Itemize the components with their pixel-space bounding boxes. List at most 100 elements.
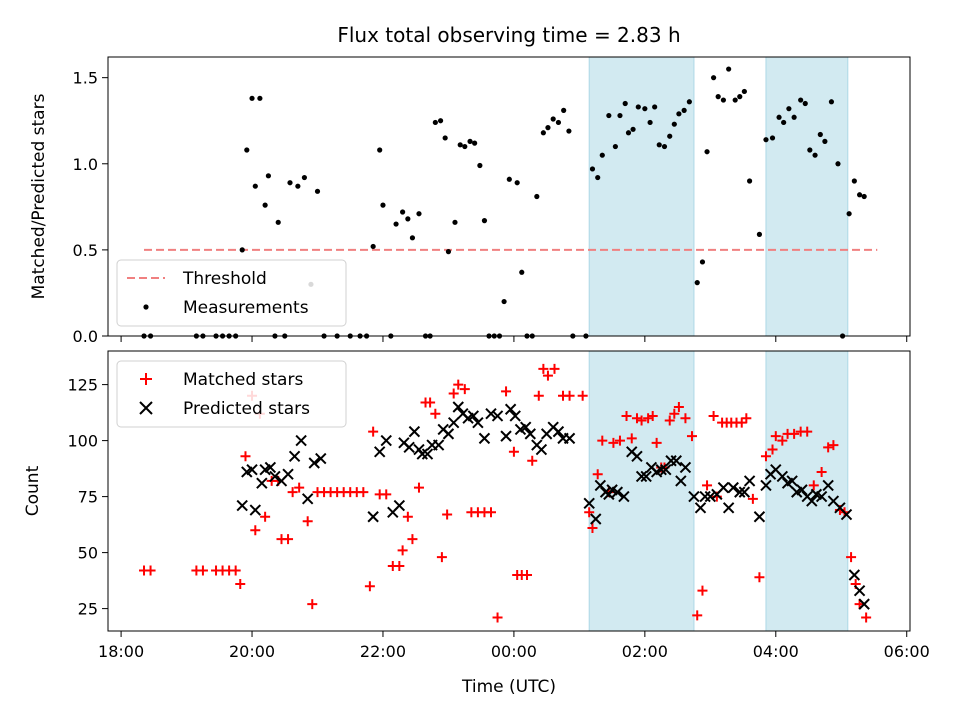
- measurement-point: [595, 174, 601, 181]
- predicted-star-point: [447, 416, 460, 429]
- measurement-point: [763, 137, 769, 143]
- predicted-star-point: [416, 448, 428, 460]
- matched-star-point: [861, 612, 872, 623]
- x-tick-label: 04:00: [753, 642, 799, 661]
- measurement-point: [534, 193, 540, 200]
- measurement-point: [377, 147, 383, 153]
- matched-star-point: [501, 386, 512, 397]
- predicted-star-point: [478, 432, 491, 445]
- matched-star-point: [808, 480, 819, 491]
- measurement-point: [835, 161, 841, 167]
- matched-star-point: [302, 516, 313, 527]
- matched-star-point: [527, 455, 538, 466]
- measurement-point: [776, 114, 782, 120]
- measurement-point: [699, 259, 706, 265]
- x-tick-label: 22:00: [360, 642, 406, 661]
- y-axis-label: Matched/Predicted stars: [29, 93, 49, 299]
- predicted-star-point: [535, 443, 548, 456]
- matched-star-point: [425, 397, 436, 408]
- measurement-point: [457, 142, 463, 148]
- predicted-star-point: [753, 511, 766, 523]
- y-axis-label: Count: [23, 465, 43, 516]
- bottom-panel-count: 25 50 75 100 125 18:00 20:00 22:00 00:00 02:00 04:…: [23, 350, 930, 661]
- predicted-star-point: [727, 481, 739, 494]
- measurement-point: [652, 104, 658, 110]
- measurement-point: [704, 149, 710, 155]
- predicted-star-point: [722, 502, 735, 514]
- measurement-point: [561, 107, 567, 113]
- measurement-point: [856, 192, 863, 198]
- matched-star-point: [294, 482, 305, 493]
- matched-star-point: [368, 426, 379, 437]
- top-panel-ratio: 0.0 0.5 1.0 1.5 Matched/Predicted stars Thres…: [29, 56, 911, 346]
- legend-label: Predicted stars: [183, 399, 310, 419]
- measurement-point: [380, 202, 386, 208]
- matched-star-point: [621, 410, 632, 421]
- predicted-star-point: [822, 479, 834, 492]
- axes-frame: [107, 350, 911, 632]
- predicted-star-point: [743, 475, 756, 487]
- predicted-star-point: [236, 499, 248, 512]
- matched-star-point: [508, 446, 519, 457]
- measurement-point: [612, 143, 618, 150]
- measurement-point: [432, 119, 438, 126]
- matched-star-point: [584, 507, 595, 518]
- predicted-star-point: [472, 416, 484, 429]
- predicted-star-point: [655, 464, 667, 476]
- y-tick-label: 1.5: [73, 69, 98, 88]
- predicted-star-point: [853, 584, 866, 597]
- predicted-star-point: [519, 421, 532, 433]
- matched-star-point: [307, 599, 318, 610]
- measurement-point: [257, 95, 263, 101]
- matched-star-point: [533, 390, 544, 401]
- predicted-star-point: [282, 468, 294, 480]
- matched-star-point: [485, 507, 496, 518]
- matched-star-point: [592, 469, 603, 480]
- predicted-star-point: [858, 598, 870, 610]
- measurement-point: [846, 211, 852, 217]
- measurement-point: [671, 121, 677, 127]
- matched-star-point: [459, 384, 470, 395]
- shaded-region-1: [588, 56, 695, 337]
- measurement-point: [686, 99, 692, 105]
- matched-star-point: [754, 572, 765, 583]
- y-tick-label: 50: [78, 544, 98, 563]
- measurement-point: [462, 143, 468, 150]
- legend-label: Threshold: [182, 269, 267, 289]
- measurement-point: [812, 152, 818, 158]
- matched-star-point: [692, 610, 703, 621]
- measurement-point: [314, 188, 321, 194]
- measurement-point: [409, 235, 416, 241]
- predicted-star-point: [848, 569, 861, 581]
- predicted-star-point: [432, 439, 445, 451]
- measurement-point: [661, 143, 668, 150]
- predicted-star-point: [500, 430, 512, 442]
- shaded-region-2: [765, 56, 849, 337]
- predicted-star-point: [760, 479, 772, 492]
- measurement-point: [622, 100, 628, 107]
- predicted-star-point: [264, 461, 277, 474]
- matched-star-point: [708, 410, 719, 421]
- matched-star-point: [664, 415, 675, 426]
- predicted-star-point: [373, 446, 386, 458]
- matched-star-point: [564, 390, 575, 401]
- predicted-star-point: [611, 486, 624, 498]
- shaded-region-2: [765, 350, 849, 632]
- y-tick-label: 25: [78, 600, 98, 619]
- measurement-point: [737, 94, 743, 100]
- matched-star-point: [669, 408, 680, 419]
- y-tick-label: 125: [67, 376, 98, 395]
- matched-star-point: [770, 431, 781, 442]
- predicted-star-point: [635, 470, 648, 483]
- legend-box: [116, 360, 347, 428]
- matched-star-point: [250, 525, 261, 536]
- measurement-point: [393, 221, 399, 227]
- predicted-star-point: [694, 502, 707, 514]
- measurement-point: [828, 99, 835, 105]
- matched-star-point: [636, 415, 647, 426]
- measurement-point: [606, 112, 612, 119]
- measurement-point: [807, 147, 813, 153]
- y-tick-label: 75: [78, 488, 98, 507]
- matched-star-point: [442, 509, 453, 520]
- measurement-point: [400, 209, 406, 215]
